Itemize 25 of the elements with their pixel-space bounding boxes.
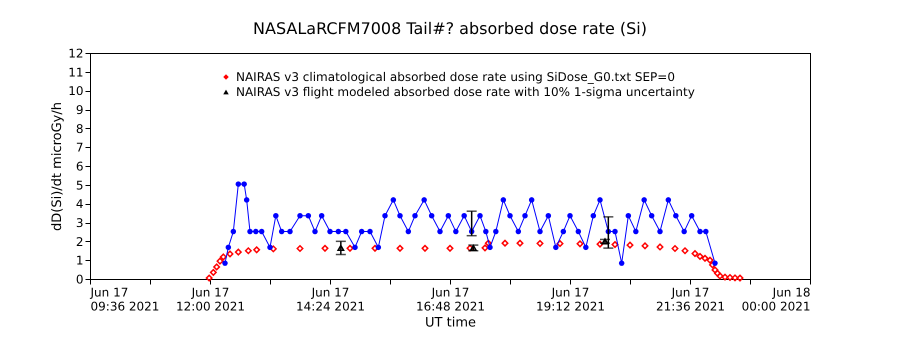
legend-label: NAIRAS v3 flight modeled absorbed dose rate with 10% 1-sigma uncertainty xyxy=(236,85,695,99)
x-tick-label: Jun 17 16:48 2021 xyxy=(416,286,485,314)
x-tick-label: Jun 18 00:00 2021 xyxy=(742,286,810,314)
y-tick-label: 12 xyxy=(68,46,84,60)
legend-label: NAIRAS v3 climatological absorbed dose rate using SiDose_G0.txt SEP=0 xyxy=(236,70,675,84)
y-tick-label: 8 xyxy=(76,122,84,136)
y-tick-label: 6 xyxy=(76,160,84,174)
x-tick-label: Jun 17 19:12 2021 xyxy=(536,286,605,314)
chart-title: NASALaRCFM7008 Tail#? absorbed dose rate (Si) xyxy=(253,19,647,38)
x-tick-label: Jun 17 21:36 2021 xyxy=(656,286,725,314)
y-tick-label: 1 xyxy=(76,254,84,268)
y-axis-title: dD(Si)/dt microGy/h xyxy=(50,102,66,231)
y-tick-label: 11 xyxy=(68,65,84,80)
y-tick-label: 4 xyxy=(76,197,84,212)
x-tick-label: Jun 17 09:36 2021 xyxy=(90,286,160,314)
y-tick-label: 3 xyxy=(76,216,84,230)
y-tick-label: 5 xyxy=(76,178,84,192)
y-tick-label: 2 xyxy=(76,234,84,249)
x-tick-label: Jun 17 14:24 2021 xyxy=(296,286,365,314)
y-tick-label: 7 xyxy=(76,140,84,155)
x-tick-label: Jun 17 12:00 2021 xyxy=(176,286,245,314)
y-tick-label: 10 xyxy=(68,84,84,98)
y-tick-label: 9 xyxy=(76,103,84,117)
y-tick-label: 0 xyxy=(76,272,84,286)
x-axis-title: UT time xyxy=(425,316,476,330)
